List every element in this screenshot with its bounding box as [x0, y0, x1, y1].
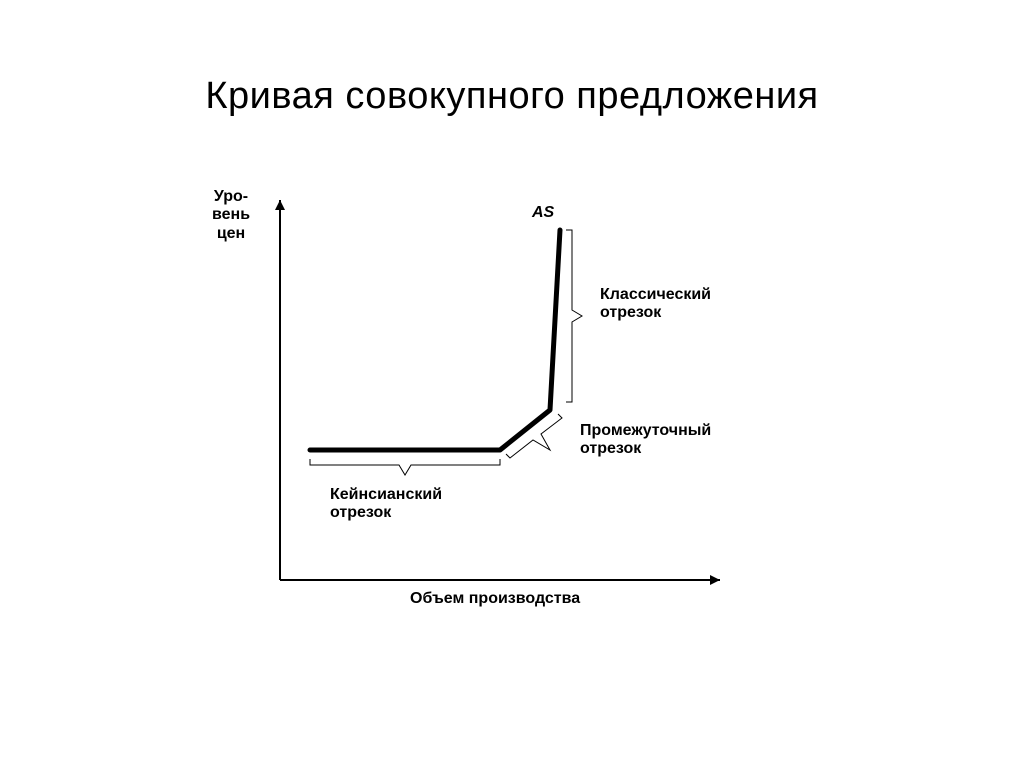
curve-name-label: AS [532, 204, 554, 222]
x-axis-label: Объем производства [410, 590, 580, 608]
diagram-svg [210, 190, 810, 630]
as-curve-diagram: Уро- вень цен Объем производства AS Клас… [210, 190, 810, 630]
y-axis-label: Уро- вень цен [212, 188, 250, 243]
slide-title: Кривая совокупного предложения [0, 75, 1024, 118]
intermediate-segment-label: Промежуточный отрезок [580, 422, 711, 459]
slide: Кривая совокупного предложения Уро- вень… [0, 0, 1024, 768]
keynesian-segment-label: Кейнсианский отрезок [330, 486, 442, 523]
classical-segment-label: Классический отрезок [600, 286, 711, 323]
